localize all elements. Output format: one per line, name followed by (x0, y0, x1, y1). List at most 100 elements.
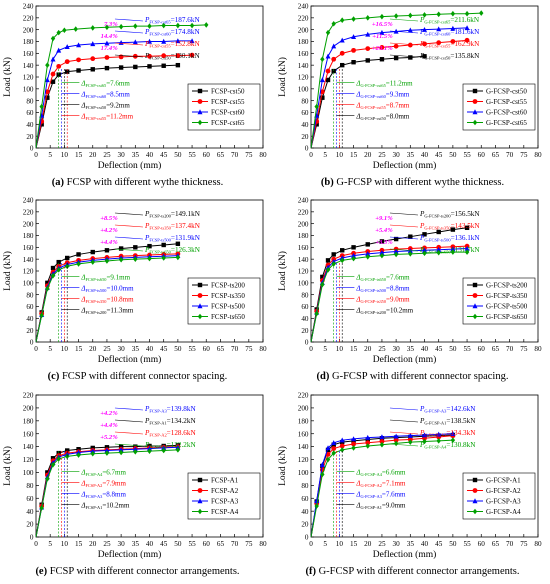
y-tick-label: 120 (298, 268, 309, 276)
data-point (379, 252, 385, 259)
y-tick-label: 0 (305, 534, 309, 542)
data-point (118, 447, 124, 453)
legend-entry: FCSP-ts650 (211, 313, 245, 321)
data-point (104, 445, 110, 450)
data-point (65, 448, 70, 453)
x-tick-label: 45 (160, 151, 168, 159)
y-tick-label: 40 (26, 508, 34, 516)
caption-b: (b) G-FCSP with different wythe thicknes… (275, 174, 550, 192)
data-point (365, 251, 371, 257)
peak-leader (114, 54, 143, 58)
series-line (310, 433, 453, 538)
data-point (472, 119, 478, 126)
data-point (90, 25, 95, 31)
x-tick-label: 70 (506, 151, 514, 159)
data-point (320, 471, 325, 478)
data-point (331, 450, 336, 456)
y-tick-label: 140 (23, 256, 34, 264)
data-point (175, 38, 181, 44)
data-point (331, 68, 336, 74)
data-point (161, 53, 167, 59)
percent-label: +20.1% (372, 45, 393, 52)
x-tick-label: 25 (103, 151, 111, 159)
percent-label: +11.5% (372, 33, 393, 40)
percent-label: +3.3% (375, 239, 393, 246)
y-axis-label: Load (kN) (277, 57, 288, 97)
data-point (379, 439, 385, 444)
y-tick-label: 180 (298, 232, 309, 240)
data-point (408, 234, 413, 239)
data-point (45, 62, 50, 68)
data-point (464, 37, 470, 43)
y-tick-label: 200 (23, 26, 34, 34)
data-point (464, 245, 470, 251)
data-point (175, 241, 181, 246)
data-point (331, 43, 337, 49)
x-tick-label: 55 (188, 151, 196, 159)
x-axis-label: Deflection (mm) (373, 549, 437, 560)
y-tick-label: 20 (301, 521, 309, 529)
x-tick-label: 25 (378, 540, 386, 548)
y-tick-label: 180 (298, 38, 309, 46)
series-line (310, 439, 453, 538)
data-point (104, 248, 110, 253)
peak-label: PFCSP-A2=128.6kN (144, 429, 197, 438)
caption-d: (d) G-FCSP with different connector spac… (275, 368, 550, 386)
x-tick-label: 10 (61, 345, 69, 353)
data-point (422, 12, 427, 18)
data-point (365, 440, 371, 446)
data-point (197, 477, 203, 483)
y-tick-label: 200 (23, 405, 34, 413)
peak-label: PG-FCSP-ts500=136.1kN (419, 234, 480, 243)
deflection-label: ΔFCSP-A4=6.7mm (80, 469, 126, 478)
data-point (76, 57, 81, 63)
caption-text: FCSP with different wythe thickness. (66, 177, 224, 188)
data-point (351, 252, 357, 258)
data-point (132, 446, 138, 452)
data-point (90, 41, 96, 47)
chart-a: 0 20 40 60 80 100 120 140 160 180 200 220 240 0 5 10 15 2… (2, 3, 267, 171)
data-point (50, 79, 56, 84)
series-line (310, 55, 425, 149)
x-axis-label: Deflection (mm) (98, 354, 162, 365)
data-point (104, 55, 110, 60)
data-point (45, 95, 50, 100)
x-tick-label: 60 (203, 345, 211, 353)
data-point (76, 42, 82, 48)
data-point (365, 15, 370, 21)
data-point (161, 22, 166, 29)
x-tick-label: 50 (449, 345, 457, 353)
data-point (436, 26, 442, 32)
data-point (393, 433, 399, 439)
y-tick-label: 200 (23, 220, 34, 228)
data-point (147, 38, 152, 44)
x-tick-label: 10 (61, 151, 69, 159)
data-point (393, 55, 399, 61)
data-point (436, 249, 441, 256)
x-tick-label: 65 (217, 540, 225, 548)
data-point (189, 38, 195, 44)
caption-f: (f) G-FCSP with different connector arra… (275, 563, 550, 581)
deflection-label: ΔFCSP-cst60=8.5mm (80, 91, 130, 100)
percent-label: 17.4% (101, 45, 119, 52)
x-tick-label: 5 (323, 151, 327, 159)
y-tick-label: 160 (23, 430, 34, 438)
deflection-label: ΔFCSP-ts350=10.8mm (80, 296, 134, 305)
y-tick-label: 160 (298, 244, 309, 252)
data-point (197, 282, 203, 288)
data-point (436, 11, 441, 18)
data-point (65, 255, 70, 261)
legend-entry: G-FCSP-A4 (486, 508, 521, 516)
x-tick-label: 80 (534, 540, 542, 548)
deflection-label: ΔG-FCSP-cst60=9.3mm (355, 91, 410, 100)
data-point (118, 256, 124, 263)
series-line (35, 444, 178, 538)
data-point (50, 456, 56, 461)
data-point (56, 267, 61, 273)
peak-leader (389, 443, 418, 447)
data-point (90, 56, 96, 62)
deflection-label: ΔFCSP-cst50=9.2mm (80, 102, 130, 111)
x-tick-label: 35 (407, 540, 415, 548)
x-axis-label: Deflection (mm) (98, 160, 162, 171)
x-tick-label: 55 (463, 151, 471, 159)
